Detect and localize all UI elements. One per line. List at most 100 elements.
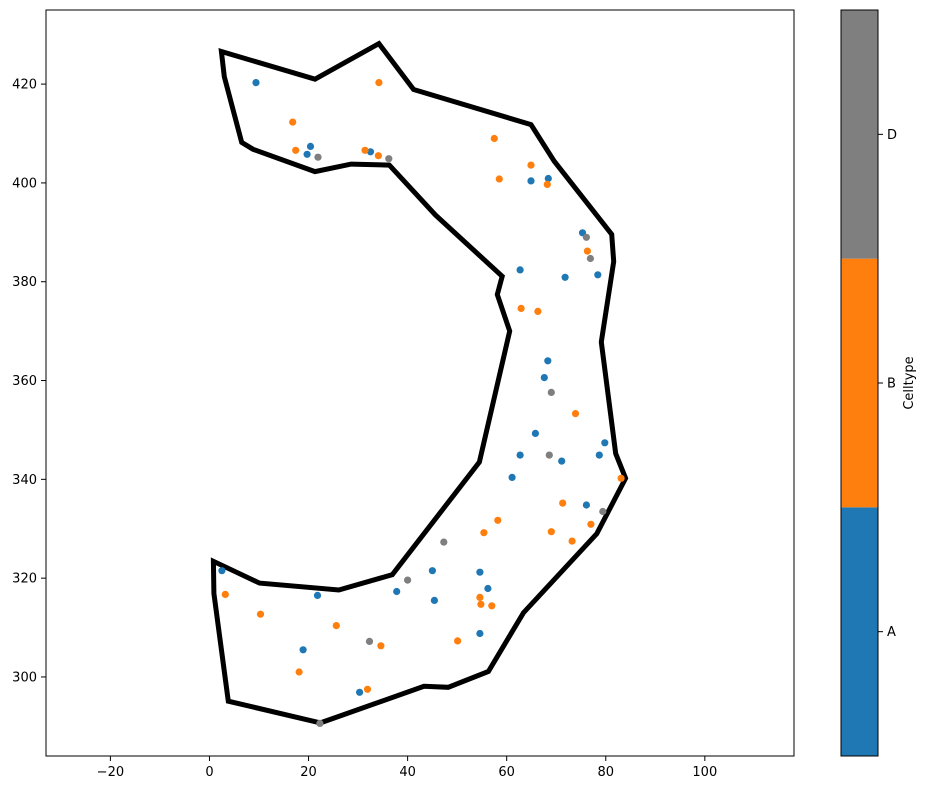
x-tick-label: 0 xyxy=(205,765,213,780)
x-tick-label: 40 xyxy=(399,765,416,780)
point-A-7 xyxy=(516,266,524,274)
point-B-28 xyxy=(295,668,303,676)
y-tick-label: 340 xyxy=(12,473,37,488)
y-tick-label: 380 xyxy=(12,275,37,290)
point-A-20 xyxy=(428,567,436,575)
point-B-18 xyxy=(587,520,595,528)
point-B-0 xyxy=(375,79,383,87)
y-tick-label: 360 xyxy=(12,374,37,389)
point-A-4 xyxy=(527,177,535,185)
series-D xyxy=(314,153,607,728)
point-D-7 xyxy=(440,538,448,546)
point-B-2 xyxy=(292,146,300,154)
point-A-13 xyxy=(601,439,609,447)
y-tick-label: 420 xyxy=(12,78,37,93)
point-B-12 xyxy=(571,410,580,418)
y-tick-label: 320 xyxy=(12,572,37,587)
point-B-4 xyxy=(374,152,382,160)
point-A-21 xyxy=(476,568,484,576)
point-B-22 xyxy=(477,600,485,608)
point-B-23 xyxy=(488,602,496,610)
point-D-2 xyxy=(582,233,591,241)
y-tick-label: 400 xyxy=(12,176,37,191)
point-D-1 xyxy=(385,155,393,163)
point-A-9 xyxy=(594,271,602,279)
point-A-5 xyxy=(544,174,552,183)
point-B-21 xyxy=(476,593,484,602)
tissue-boundary-outline xyxy=(210,40,629,726)
colorbar-label: Celltype xyxy=(902,356,917,409)
point-A-19 xyxy=(218,567,226,575)
colorbar: A B D Celltype xyxy=(840,9,917,757)
point-B-15 xyxy=(494,516,502,524)
point-A-25 xyxy=(430,596,438,605)
point-B-7 xyxy=(495,175,503,183)
point-A-16 xyxy=(595,451,603,459)
point-B-29 xyxy=(363,685,372,693)
colorbar-block-D xyxy=(841,10,878,259)
point-A-28 xyxy=(356,688,364,696)
point-B-13 xyxy=(617,474,625,482)
point-D-0 xyxy=(314,153,322,161)
x-tick-label: 100 xyxy=(692,765,717,780)
point-A-26 xyxy=(476,629,484,638)
plot-frame xyxy=(45,9,795,757)
scatter-points xyxy=(218,79,625,728)
point-D-4 xyxy=(547,388,555,396)
point-A-3 xyxy=(366,148,375,156)
y-tick-label: 300 xyxy=(12,670,37,685)
point-D-5 xyxy=(545,451,553,459)
point-B-3 xyxy=(361,146,369,154)
point-A-12 xyxy=(531,429,540,437)
x-axis: −20 0 20 40 60 80 100 xyxy=(97,756,717,780)
point-B-9 xyxy=(583,247,592,255)
x-tick-label: −20 xyxy=(97,765,124,780)
point-A-14 xyxy=(516,451,524,459)
point-B-8 xyxy=(543,180,551,188)
point-D-6 xyxy=(599,507,607,516)
point-B-1 xyxy=(289,118,297,126)
point-A-27 xyxy=(299,646,307,654)
point-A-8 xyxy=(561,273,569,281)
point-B-19 xyxy=(568,537,576,545)
point-B-14 xyxy=(559,499,567,507)
colorbar-block-B xyxy=(841,258,878,508)
point-A-18 xyxy=(582,501,591,509)
point-B-10 xyxy=(517,304,525,312)
x-tick-label: 60 xyxy=(498,765,515,780)
point-D-3 xyxy=(586,254,595,263)
point-D-10 xyxy=(316,719,324,728)
point-B-5 xyxy=(490,134,498,143)
point-A-2 xyxy=(303,150,311,158)
point-B-11 xyxy=(534,307,542,315)
point-A-22 xyxy=(484,584,492,593)
x-tick-label: 80 xyxy=(597,765,614,780)
point-B-17 xyxy=(547,528,555,536)
point-A-10 xyxy=(544,357,552,365)
point-A-24 xyxy=(313,591,322,600)
point-B-26 xyxy=(454,637,462,645)
colorbar-tick-label-D: D xyxy=(887,128,897,143)
point-A-11 xyxy=(540,374,548,382)
point-A-0 xyxy=(252,79,260,87)
point-B-20 xyxy=(221,590,229,599)
colorbar-tick-label-B: B xyxy=(887,377,896,392)
point-D-9 xyxy=(365,637,374,646)
plot-area: −20 0 20 40 60 80 100 300 320 340 360 380 400 420 xyxy=(12,9,795,780)
colorbar-blocks xyxy=(841,10,878,756)
colorbar-tick-label-A: A xyxy=(887,625,896,640)
point-B-6 xyxy=(527,161,535,169)
series-B xyxy=(221,79,625,693)
point-B-25 xyxy=(332,622,340,630)
colorbar-ticks: A B D xyxy=(878,128,897,640)
point-B-24 xyxy=(256,610,265,618)
point-A-17 xyxy=(508,473,516,481)
x-tick-label: 20 xyxy=(300,765,317,780)
point-B-16 xyxy=(480,529,488,537)
colorbar-block-A xyxy=(841,507,878,756)
point-D-8 xyxy=(404,576,412,584)
point-A-23 xyxy=(393,587,401,596)
point-B-27 xyxy=(377,642,385,650)
y-axis: 300 320 340 360 380 400 420 xyxy=(12,78,46,685)
